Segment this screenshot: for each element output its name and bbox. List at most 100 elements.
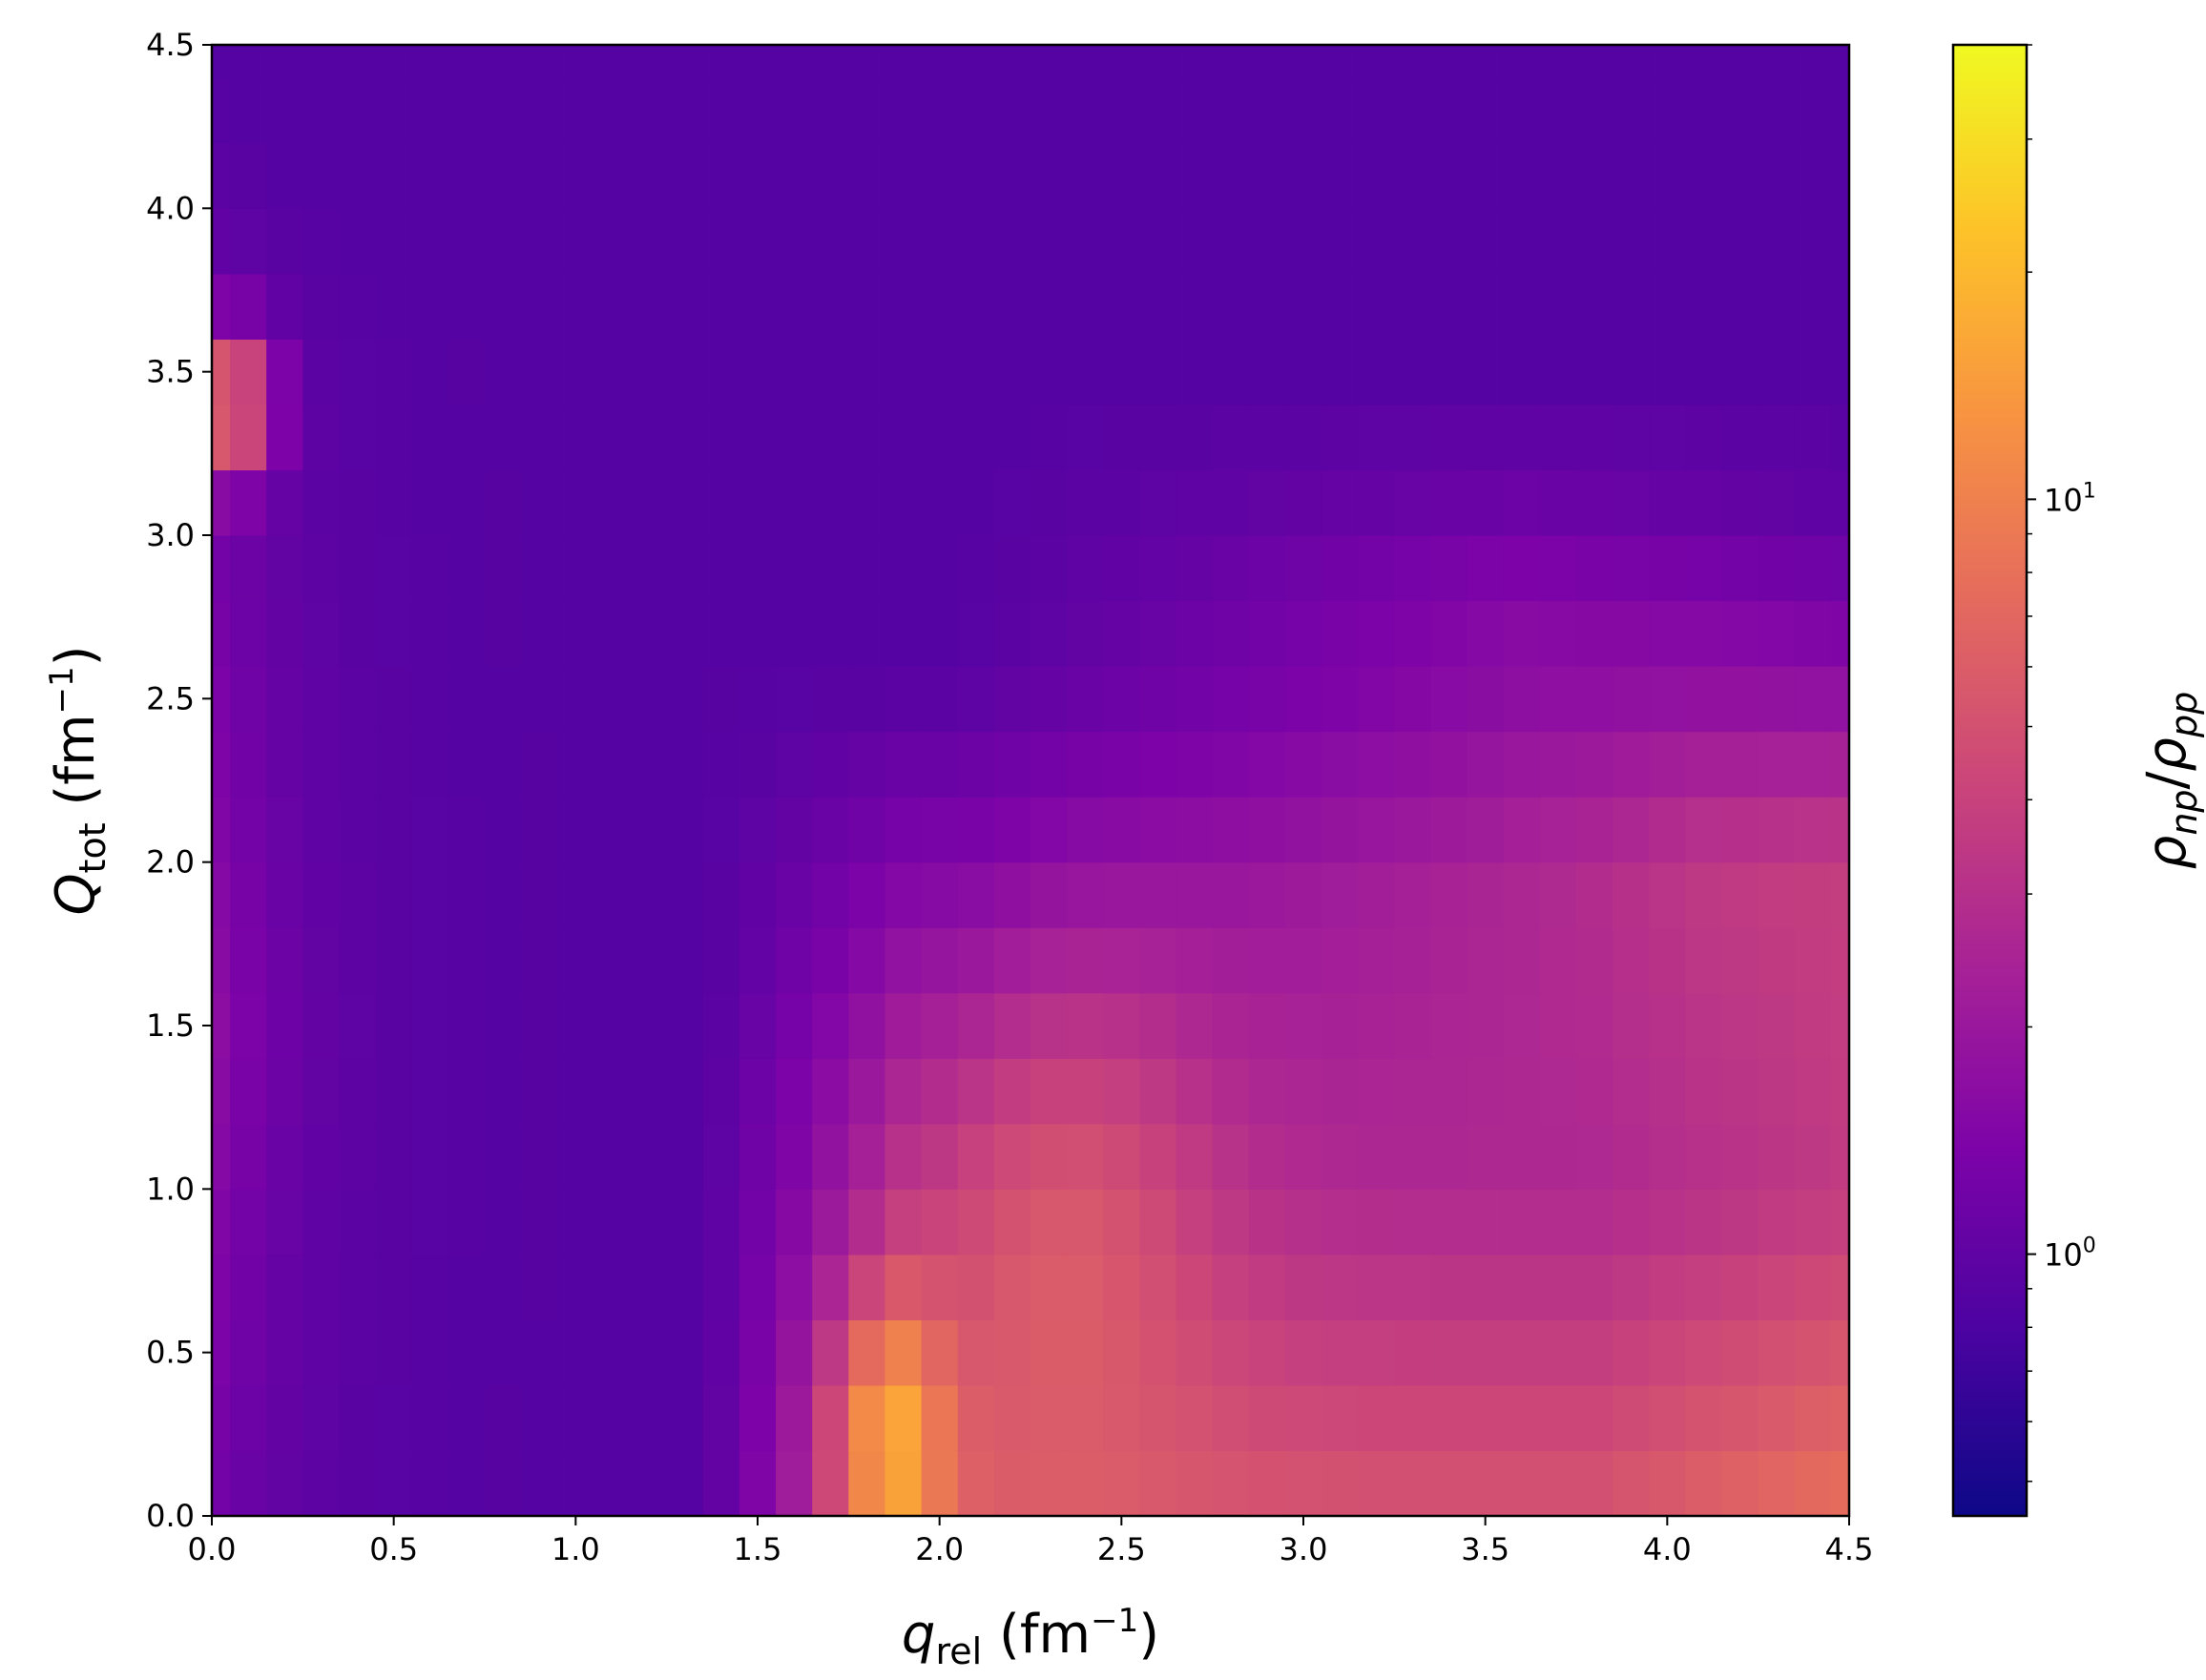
heatmap-cell — [957, 142, 995, 209]
heatmap-cell — [1503, 469, 1541, 536]
heatmap-cell — [447, 992, 486, 1059]
heatmap-cell — [1794, 1450, 1832, 1517]
x-tick-label: 3.5 — [1461, 1531, 1509, 1567]
heatmap-cell — [339, 861, 377, 928]
heatmap-cell — [593, 1384, 632, 1452]
heatmap-cell — [521, 45, 558, 78]
heatmap-cell — [266, 1450, 303, 1517]
heatmap-cell — [485, 45, 522, 78]
heatmap-cell — [1830, 469, 1850, 536]
heatmap-cell — [739, 927, 777, 994]
heatmap-cell — [1248, 1189, 1286, 1255]
heatmap-cell — [1576, 1189, 1613, 1255]
heatmap-cell — [702, 1189, 740, 1255]
heatmap-cell — [1503, 339, 1541, 405]
heatmap-cell — [957, 45, 995, 78]
heatmap-cell — [521, 1450, 558, 1517]
heatmap-cell — [411, 731, 449, 798]
heatmap-cell — [230, 45, 267, 78]
heatmap-cell — [993, 1450, 1031, 1517]
heatmap-cell — [1248, 992, 1286, 1059]
heatmap-cell — [521, 77, 558, 144]
heatmap-cell — [1139, 77, 1177, 144]
heatmap-cell — [1758, 1254, 1796, 1320]
heatmap-cell — [266, 77, 303, 144]
heatmap-cell — [1394, 1123, 1432, 1190]
heatmap-cell — [266, 273, 303, 340]
heatmap-cell — [593, 992, 632, 1059]
heatmap-cell — [1139, 1058, 1177, 1125]
heatmap-cell — [1721, 927, 1759, 994]
heatmap-cell — [1067, 1319, 1104, 1386]
heatmap-cell — [339, 1189, 377, 1255]
heatmap-cell — [921, 142, 959, 209]
heatmap-cell — [557, 1319, 594, 1386]
heatmap-cell — [957, 861, 995, 928]
heatmap-cell — [1758, 1058, 1796, 1125]
heatmap-cell — [1503, 731, 1541, 798]
heatmap-cell — [1248, 142, 1286, 209]
heatmap-cell — [884, 731, 923, 798]
y-tick-label: 3.0 — [146, 517, 195, 553]
heatmap-cell — [630, 1123, 668, 1190]
heatmap-cell — [521, 273, 558, 340]
heatmap-cell — [848, 731, 886, 798]
heatmap-cell — [302, 861, 341, 928]
heatmap-cell — [593, 1123, 632, 1190]
heatmap-cell — [411, 1384, 449, 1452]
heatmap-cell — [521, 1058, 558, 1125]
heatmap-cell — [1030, 1319, 1068, 1386]
heatmap-cell — [1139, 992, 1177, 1059]
heatmap-cell — [1576, 469, 1613, 536]
heatmap-cell — [921, 1058, 959, 1125]
heatmap-cell — [1358, 45, 1395, 78]
heatmap-cell — [302, 1058, 341, 1125]
heatmap-cell — [1794, 1123, 1832, 1190]
heatmap-cell — [993, 1254, 1031, 1320]
heatmap-cell — [447, 797, 486, 863]
heatmap-cell — [230, 1384, 267, 1452]
heatmap-cell — [593, 731, 632, 798]
heatmap-cell — [230, 1123, 267, 1190]
heatmap-cell — [521, 797, 558, 863]
heatmap-cell — [212, 600, 231, 667]
heatmap-cell — [1103, 1254, 1140, 1320]
heatmap-cell — [557, 666, 594, 733]
heatmap-cell — [1649, 1319, 1686, 1386]
y-tick-label: 4.0 — [146, 190, 195, 226]
heatmap-cell — [302, 273, 341, 340]
heatmap-cell — [1613, 1450, 1650, 1517]
heatmap-cell — [957, 1254, 995, 1320]
heatmap-cell — [339, 1058, 377, 1125]
heatmap-cell — [1358, 1123, 1395, 1190]
heatmap-cell — [302, 535, 341, 602]
heatmap-cell — [666, 535, 704, 602]
heatmap-cell — [1322, 1189, 1359, 1255]
heatmap-cell — [1322, 861, 1359, 928]
heatmap-cell — [1576, 142, 1613, 209]
heatmap-cell — [1248, 927, 1286, 994]
heatmap-cell — [302, 1450, 341, 1517]
heatmap-cell — [1103, 535, 1140, 602]
heatmap-cell — [485, 666, 522, 733]
heatmap-cell — [630, 600, 668, 667]
heatmap-cell — [884, 1189, 923, 1255]
heatmap-cell — [776, 1058, 813, 1125]
heatmap-cell — [521, 600, 558, 667]
heatmap-cell — [1248, 1450, 1286, 1517]
heatmap-cell — [375, 666, 413, 733]
heatmap-cell — [1830, 1450, 1850, 1517]
heatmap-cell — [666, 77, 704, 144]
heatmap-cell — [848, 77, 886, 144]
heatmap-cell — [1794, 797, 1832, 863]
heatmap-cell — [666, 1384, 704, 1452]
heatmap-cell — [1539, 1189, 1577, 1255]
heatmap-cell — [1830, 731, 1850, 798]
heatmap-cell — [1030, 1189, 1068, 1255]
heatmap-cell — [1576, 797, 1613, 863]
heatmap-cell — [1649, 208, 1686, 275]
heatmap-cell — [1685, 142, 1723, 209]
heatmap-cell — [993, 142, 1031, 209]
heatmap-cell — [557, 731, 594, 798]
heatmap-cell — [1794, 404, 1832, 471]
